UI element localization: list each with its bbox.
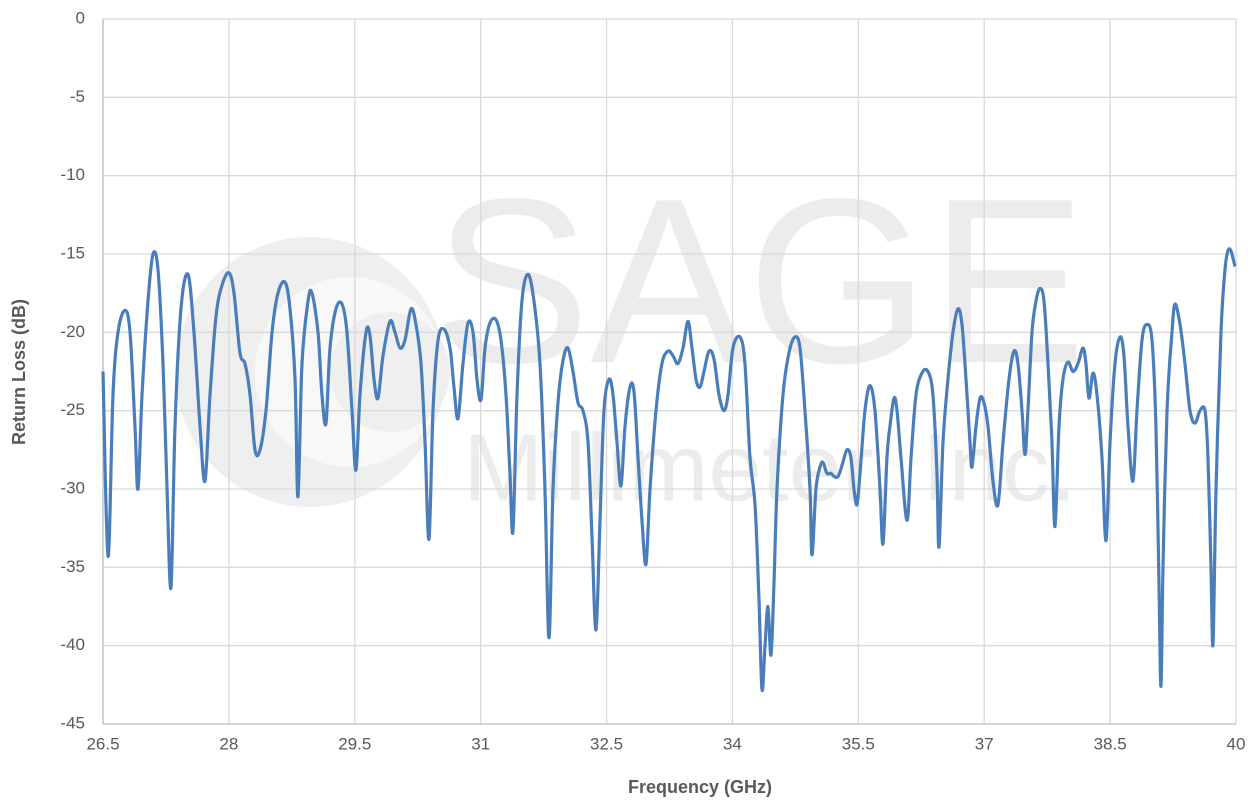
- x-tick-label: 31: [471, 734, 490, 753]
- x-tick-label: 40: [1227, 734, 1246, 753]
- x-tick-label: 26.5: [86, 734, 119, 753]
- y-tick-label: -35: [60, 557, 85, 576]
- y-axis-title: Return Loss (dB): [9, 299, 29, 445]
- watermark: SAGE Millimeter, Inc.: [175, 149, 1087, 521]
- x-tick-label: 29.5: [338, 734, 371, 753]
- y-tick-label: -25: [60, 400, 85, 419]
- x-tick-label: 37: [975, 734, 994, 753]
- x-axis-title: Frequency (GHz): [628, 777, 772, 797]
- y-tick-label: -30: [60, 478, 85, 497]
- y-tick-label: -45: [60, 713, 85, 732]
- y-tick-label: -40: [60, 635, 85, 654]
- data-line: [101, 247, 1237, 693]
- x-tick-label: 35.5: [842, 734, 875, 753]
- x-tick-label: 28: [219, 734, 238, 753]
- y-tick-label: -5: [70, 87, 85, 106]
- y-tick-label: -10: [60, 165, 85, 184]
- watermark-text: SAGE: [433, 149, 1086, 412]
- y-tick-label: 0: [76, 8, 85, 27]
- x-tick-label: 32.5: [590, 734, 623, 753]
- y-tick-label: -15: [60, 243, 85, 262]
- x-tick-label: 38.5: [1094, 734, 1127, 753]
- y-tick-label: -20: [60, 322, 85, 341]
- x-tick-label: 34: [723, 734, 742, 753]
